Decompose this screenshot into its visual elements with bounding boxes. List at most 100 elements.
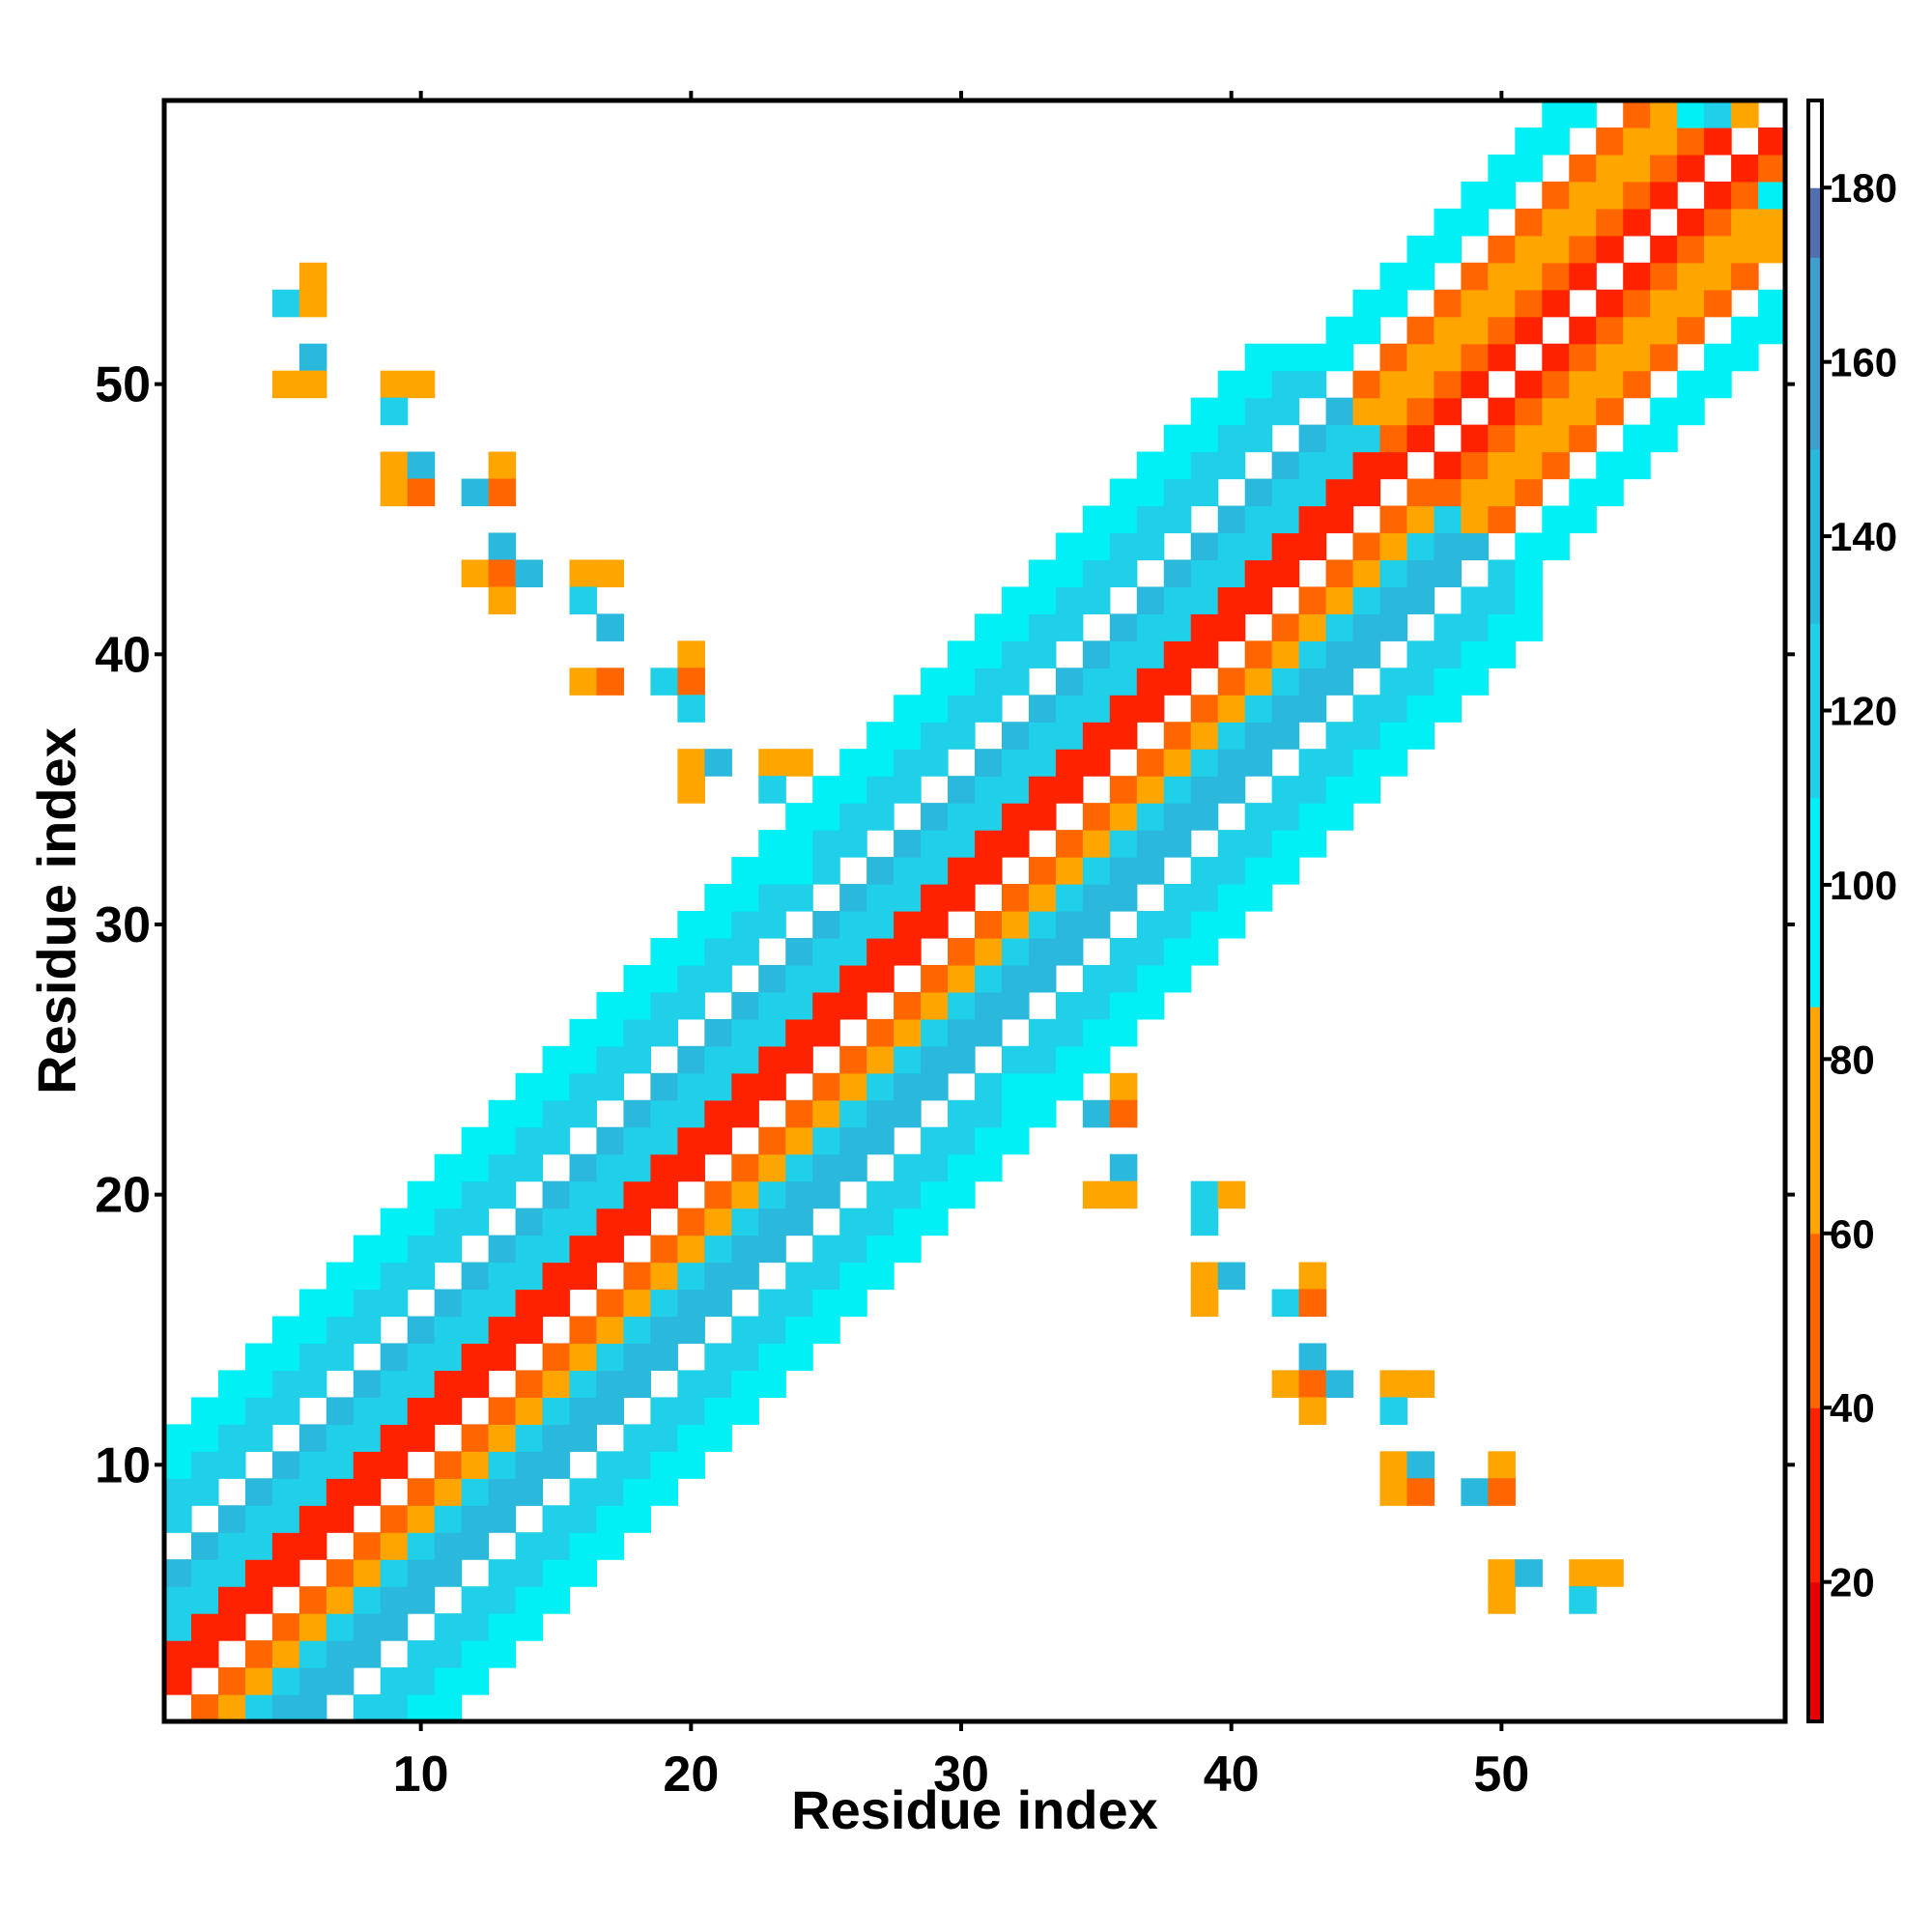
heatmap-cell bbox=[1379, 722, 1408, 750]
heatmap-cell bbox=[1623, 100, 1651, 128]
heatmap-cell bbox=[380, 1667, 409, 1695]
heatmap-cell bbox=[894, 911, 922, 939]
heatmap-cell bbox=[623, 1262, 651, 1291]
heatmap-cell bbox=[1325, 451, 1354, 480]
heatmap-cell bbox=[1298, 613, 1327, 641]
heatmap-cell bbox=[488, 1316, 517, 1345]
heatmap-cell bbox=[1569, 181, 1597, 210]
heatmap-cell bbox=[515, 559, 544, 587]
heatmap-cell bbox=[1055, 1072, 1084, 1101]
heatmap-cell bbox=[948, 937, 976, 966]
heatmap-cell bbox=[867, 1262, 895, 1291]
heatmap-cell bbox=[1379, 695, 1408, 723]
heatmap-cell bbox=[948, 640, 976, 668]
heatmap-cell bbox=[1298, 1343, 1327, 1372]
heatmap-cell bbox=[1325, 668, 1354, 696]
heatmap-cell bbox=[1406, 532, 1435, 561]
heatmap-cell bbox=[1217, 559, 1246, 587]
heatmap-cells bbox=[164, 100, 1786, 1722]
heatmap-cell bbox=[1325, 397, 1354, 426]
heatmap-cell bbox=[1163, 803, 1192, 831]
heatmap-cell bbox=[1001, 1126, 1030, 1155]
heatmap-cell bbox=[1190, 559, 1219, 587]
y-tick-label: 10 bbox=[95, 1437, 151, 1493]
heatmap-cell bbox=[1488, 586, 1516, 614]
heatmap-cell bbox=[1352, 613, 1381, 641]
heatmap-cell bbox=[515, 1289, 544, 1318]
heatmap-cell bbox=[1136, 749, 1165, 777]
heatmap-cell bbox=[948, 776, 976, 804]
heatmap-cell bbox=[1352, 289, 1381, 318]
heatmap-cell bbox=[1325, 505, 1354, 534]
heatmap-cell bbox=[1650, 235, 1678, 264]
heatmap-cell bbox=[542, 1099, 571, 1128]
heatmap-cell bbox=[353, 1316, 382, 1345]
heatmap-cell bbox=[488, 1505, 517, 1533]
heatmap-cell bbox=[271, 1397, 300, 1425]
heatmap-cell bbox=[948, 1180, 976, 1209]
heatmap-cell bbox=[190, 1559, 219, 1587]
heatmap-cell bbox=[975, 803, 1003, 831]
heatmap-cell bbox=[975, 695, 1003, 723]
x-tick-label: 10 bbox=[393, 1747, 449, 1803]
heatmap-cell bbox=[1136, 586, 1165, 614]
heatmap-cell bbox=[1704, 235, 1732, 264]
heatmap-cell bbox=[1758, 289, 1786, 318]
heatmap-cell bbox=[677, 1072, 705, 1101]
heatmap-cell bbox=[542, 1397, 571, 1425]
heatmap-cell bbox=[975, 937, 1003, 966]
heatmap-cell bbox=[623, 1289, 651, 1318]
heatmap-cell bbox=[217, 1613, 246, 1641]
heatmap-cell bbox=[921, 803, 949, 831]
heatmap-cell bbox=[164, 1424, 192, 1452]
heatmap-cell bbox=[326, 1316, 355, 1345]
heatmap-cell bbox=[894, 1045, 922, 1074]
heatmap-cell bbox=[298, 262, 327, 291]
heatmap-cell bbox=[1677, 370, 1705, 399]
heatmap-cell bbox=[353, 1370, 382, 1398]
heatmap-cell bbox=[515, 1072, 544, 1101]
heatmap-cell bbox=[975, 911, 1003, 939]
heatmap-cell bbox=[407, 1316, 436, 1345]
heatmap-cell bbox=[1082, 1045, 1111, 1074]
heatmap-cell bbox=[975, 1018, 1003, 1047]
heatmap-cell bbox=[1055, 559, 1084, 587]
heatmap-cell bbox=[1461, 505, 1489, 534]
heatmap-cell bbox=[1001, 776, 1030, 804]
heatmap-cell bbox=[1596, 397, 1624, 426]
heatmap-cell bbox=[298, 289, 327, 318]
heatmap-cell bbox=[1109, 1018, 1138, 1047]
heatmap-cell bbox=[1190, 1180, 1219, 1209]
heatmap-cell bbox=[1379, 451, 1408, 480]
heatmap-cell bbox=[650, 1397, 678, 1425]
heatmap-cell bbox=[380, 1613, 409, 1641]
heatmap-cell bbox=[1082, 911, 1111, 939]
heatmap-cell bbox=[785, 1126, 813, 1155]
heatmap-cell bbox=[596, 1045, 625, 1074]
heatmap-cell bbox=[298, 370, 327, 399]
heatmap-cell bbox=[650, 991, 678, 1020]
heatmap-cell bbox=[1596, 181, 1624, 210]
heatmap-cell bbox=[921, 722, 949, 750]
heatmap-cell bbox=[1677, 316, 1705, 345]
heatmap-cell bbox=[1704, 370, 1732, 399]
heatmap-cell bbox=[921, 1153, 949, 1182]
heatmap-cell bbox=[1082, 586, 1111, 614]
heatmap-cell bbox=[894, 937, 922, 966]
heatmap-cell bbox=[1379, 559, 1408, 587]
heatmap-cell bbox=[1623, 316, 1651, 345]
heatmap-cell bbox=[542, 1343, 571, 1372]
heatmap-cell bbox=[1055, 776, 1084, 804]
heatmap-cell bbox=[1758, 208, 1786, 237]
heatmap-cell bbox=[1325, 316, 1354, 345]
heatmap-cell bbox=[731, 1370, 759, 1398]
heatmap-cell bbox=[461, 1208, 490, 1236]
heatmap-cell bbox=[1271, 397, 1300, 426]
heatmap-cell bbox=[1461, 640, 1489, 668]
heatmap-cell bbox=[298, 1316, 327, 1345]
heatmap-cell bbox=[1136, 937, 1165, 966]
heatmap-cell bbox=[1136, 613, 1165, 641]
heatmap-cell bbox=[164, 1478, 192, 1506]
heatmap-cell bbox=[1569, 1559, 1597, 1587]
heatmap-cell bbox=[1082, 884, 1111, 912]
